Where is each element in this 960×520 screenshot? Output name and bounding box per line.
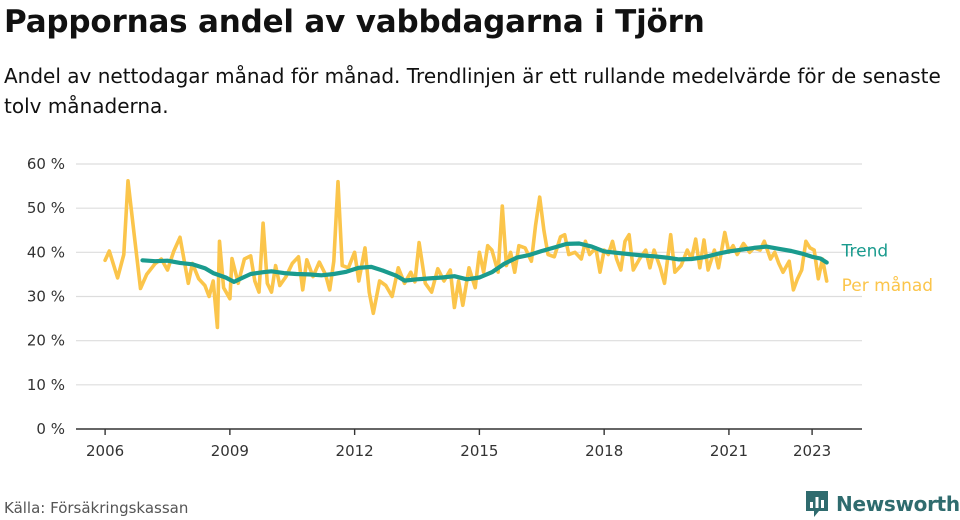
y-tick-label: 60 % [27,155,65,173]
trend-line [140,241,829,284]
y-tick-label: 50 % [27,199,65,217]
x-tick-label: 2006 [86,442,124,460]
chart-subtitle: Andel av nettodagar månad för månad. Tre… [4,64,941,118]
x-tick-label: 2009 [211,442,249,460]
series-labels: Trend Per månad [841,241,933,296]
x-tick-label: 2018 [585,442,623,460]
series-lines [103,179,829,330]
brand-name: Newsworthy [836,492,960,516]
newsworthy-chart-icon [806,491,828,517]
y-tick-label: 40 % [27,243,65,261]
x-tick-label: 2021 [710,442,748,460]
monthly-label: Per månad [842,275,933,296]
brand-logo[interactable]: Newsworthy [804,489,960,519]
y-tick-label: 10 % [27,376,65,394]
x-tick-label: 2012 [336,442,374,460]
y-tick-label: 0 % [36,420,65,438]
source-note: Källa: Försäkringskassan [4,499,189,517]
x-tick-label: 2015 [460,442,498,460]
grid-lines [76,163,862,386]
x-tick-label: 2023 [793,442,831,460]
trend-label: Trend [841,241,889,261]
y-axis: 0 % 10 % 20 % 30 % 40 % 50 % 60 % [27,155,65,438]
line-chart: 0 % 10 % 20 % 30 % 40 % 50 % 60 % 2006 2009 2012… [27,155,933,460]
y-tick-label: 20 % [27,332,65,350]
x-axis: 2006 2009 2012 2015 2018 2021 2023 [76,428,862,460]
y-tick-label: 30 % [27,288,65,306]
chart-title: Pappornas andel av vabbdagarna i Tjörn [4,4,705,40]
